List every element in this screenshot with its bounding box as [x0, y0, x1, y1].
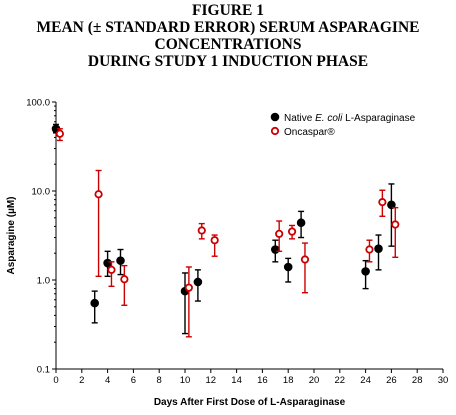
y-tick-label: 0.1 — [37, 365, 50, 376]
y-tick-label: 1.0 — [37, 276, 50, 287]
x-tick-label: 22 — [335, 375, 346, 386]
oncaspar-point — [197, 226, 206, 235]
native-point — [271, 245, 280, 254]
x-tick-label: 30 — [438, 375, 449, 386]
figure-label: FIGURE 1 — [192, 2, 264, 19]
x-tick-label: 14 — [231, 375, 242, 386]
x-tick-label: 16 — [257, 375, 268, 386]
x-tick-label: 2 — [79, 375, 84, 386]
title-line-2: CONCENTRATIONS — [154, 36, 302, 53]
native-point — [361, 267, 370, 276]
title-line-1: MEAN (± STANDARD ERROR) SERUM ASPARAGINE — [36, 19, 420, 36]
oncaspar-point — [378, 198, 387, 207]
oncaspar-point — [184, 283, 193, 292]
native-point — [296, 218, 306, 228]
native-point — [283, 262, 293, 272]
legend: Native E. coli L-Asparaginase Oncaspar® — [270, 112, 416, 138]
oncaspar-point — [94, 190, 103, 199]
x-tick-label: 0 — [53, 375, 58, 386]
x-tick-label: 8 — [157, 375, 162, 386]
x-tick-label: 18 — [283, 375, 294, 386]
oncaspar-point — [365, 245, 374, 254]
tick-labels: 0 2 4 6 8 10 12 14 16 18 20 22 24 26 28 300.11.010.0100… — [26, 98, 448, 387]
oncaspar-point — [210, 236, 219, 245]
native-point — [103, 258, 112, 268]
native-point — [90, 298, 99, 308]
oncaspar-point — [391, 220, 400, 229]
native-point — [116, 256, 125, 265]
oncaspar-point — [120, 275, 129, 284]
native-point — [387, 200, 396, 210]
oncaspar-point — [55, 129, 64, 138]
x-tick-label: 4 — [105, 375, 110, 386]
legend-marker-oncaspar — [270, 126, 280, 136]
y-tick-label: 10.0 — [32, 187, 51, 198]
title-line-3: DURING STUDY 1 INDUCTION PHASE — [87, 53, 369, 70]
native-point — [374, 244, 383, 253]
x-axis-label: Days After First Dose of L-Asparaginase — [154, 397, 346, 408]
x-tick-label: 10 — [180, 375, 191, 386]
y-axis-label: Asparagine (µM) — [6, 197, 17, 275]
legend-label-oncaspar: Oncaspar® — [284, 127, 335, 138]
x-tick-label: 26 — [386, 375, 397, 386]
data-marks — [51, 123, 400, 338]
oncaspar-point — [107, 265, 116, 274]
y-tick-label: 100.0 — [26, 98, 50, 109]
oncaspar-point — [275, 229, 284, 238]
oncaspar-point — [287, 227, 297, 236]
x-tick-label: 6 — [131, 375, 136, 386]
axes — [52, 101, 444, 373]
legend-label-native: Native E. coli L-Asparaginase — [284, 113, 416, 124]
x-tick-label: 12 — [206, 375, 217, 386]
x-tick-label: 20 — [309, 375, 320, 386]
x-tick-label: 24 — [360, 375, 371, 386]
native-point — [193, 277, 203, 287]
oncaspar-point — [300, 255, 310, 264]
x-tick-label: 28 — [412, 375, 423, 386]
legend-marker-native — [270, 112, 280, 122]
